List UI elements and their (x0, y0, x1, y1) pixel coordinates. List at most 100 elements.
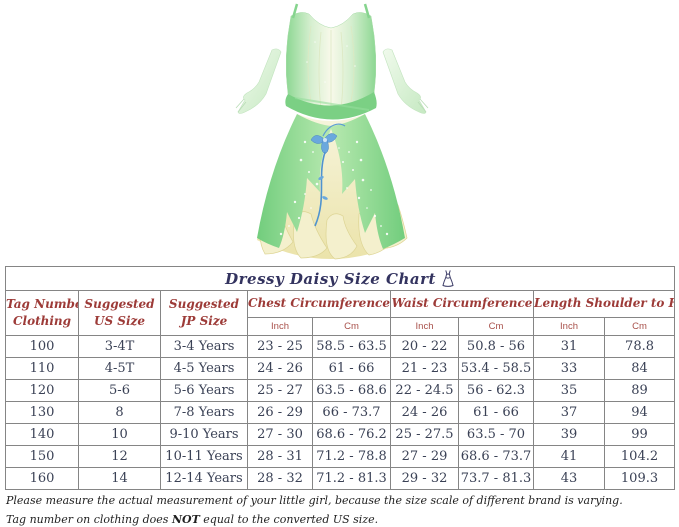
size-cell: 130 (5, 401, 79, 424)
size-cell: 8 (78, 401, 161, 424)
right-glove (382, 48, 429, 114)
size-cell: 33 (533, 357, 605, 380)
size-cell: 110 (5, 357, 79, 380)
flower-decoration (310, 123, 346, 227)
size-cell: 24 - 26 (390, 401, 459, 424)
size-cell: 9-10 Years (160, 423, 248, 446)
size-cell: 29 - 32 (390, 467, 459, 490)
size-cell: 14 (78, 467, 161, 490)
footnote-tag-number: Tag number on clothing does NOT equal to… (6, 511, 623, 527)
overskirt-right (330, 114, 405, 249)
col-header-line: Suggested (84, 296, 155, 311)
size-cell: 20 - 22 (390, 335, 459, 358)
dress-illustration (235, 3, 429, 260)
size-cell: 43 (533, 467, 605, 490)
size-cell: 4-5T (78, 357, 161, 380)
col-header-tag-number: Tag Number on Clothing (5, 290, 79, 336)
footnote-text: Tag number on clothing does (6, 512, 172, 526)
size-cell: 66 - 73.7 (312, 401, 391, 424)
size-cell: 31 (533, 335, 605, 358)
size-cell: 12-14 Years (160, 467, 248, 490)
size-cell: 26 - 29 (247, 401, 313, 424)
unit-header-chest-cm: Cm (312, 317, 391, 336)
size-table-body: 100 3-4T 3-4 Years 23 - 25 58.5 - 63.5 20 - 2… (5, 335, 676, 490)
size-cell: 41 (533, 445, 605, 468)
col-header-line: Clothing (12, 314, 72, 328)
shoulder-straps (291, 3, 371, 19)
waist-sash (285, 92, 377, 120)
size-cell: 120 (5, 379, 79, 402)
size-row: 120 5-6 5-6 Years 25 - 27 63.5 - 68.6 22 - 24… (5, 379, 676, 402)
unit-header-waist-cm: Cm (458, 317, 534, 336)
unit-header-chest-inch: Inch (247, 317, 313, 336)
footnote-text: equal to the converted US size. (199, 512, 379, 526)
overskirt-left (257, 114, 332, 248)
bodice-sparkles (306, 41, 356, 83)
size-cell: 71.2 - 78.8 (312, 445, 391, 468)
size-cell: 27 - 29 (390, 445, 459, 468)
footnote-bold-text: NOT (171, 512, 200, 526)
size-cell: 25 - 27 (247, 379, 313, 402)
size-cell: 84 (603, 357, 676, 380)
size-cell: 5-6 (78, 379, 161, 402)
col-header-line: US Size (94, 314, 145, 328)
size-chart-table: Dressy Daisy Size Chart Tag Number on Cl… (4, 266, 676, 490)
size-cell: 104.2 (603, 445, 676, 468)
col-header-chest: Chest Circumference (247, 290, 391, 318)
size-row: 150 12 10-11 Years 28 - 31 71.2 - 78.8 27 - 2… (5, 445, 676, 468)
size-row: 140 10 9-10 Years 27 - 30 68.6 - 76.2 25 - 27… (5, 423, 676, 446)
dress-photo (235, 3, 429, 260)
size-cell: 3-4T (78, 335, 161, 358)
size-cell: 22 - 24.5 (390, 379, 459, 402)
size-cell: 10 (78, 423, 161, 446)
col-header-length: Length Shoulder to Hem (532, 290, 676, 318)
size-cell: 56 - 62.3 (458, 379, 534, 402)
size-cell: 73.7 - 81.3 (458, 467, 534, 490)
size-cell: 99 (603, 423, 676, 446)
size-cell: 37 (533, 401, 605, 424)
column-header-row: Tag Number on Clothing Suggested US Size… (5, 290, 676, 336)
size-cell: 160 (5, 467, 79, 490)
size-row: 100 3-4T 3-4 Years 23 - 25 58.5 - 63.5 20 - 2… (5, 335, 676, 358)
size-row: 110 4-5T 4-5 Years 24 - 26 61 - 66 21 - 23 53.… (5, 357, 676, 380)
col-header-line: Suggested (168, 296, 240, 311)
size-cell: 12 (78, 445, 161, 468)
chart-title-row: Dressy Daisy Size Chart (4, 266, 676, 291)
size-cell: 35 (533, 379, 605, 402)
size-row: 160 14 12-14 Years 28 - 32 71.2 - 81.3 29 - 3… (5, 467, 676, 490)
size-cell: 71.2 - 81.3 (312, 467, 391, 490)
unit-header-length-inch: Inch (533, 317, 605, 336)
size-cell: 109.3 (603, 467, 676, 490)
col-header-waist: Waist Circumference (390, 290, 534, 318)
size-cell: 3-4 Years (160, 335, 248, 358)
size-cell: 39 (533, 423, 605, 446)
size-cell: 78.8 (603, 335, 676, 358)
size-cell: 27 - 30 (247, 423, 313, 446)
size-cell: 21 - 23 (390, 357, 459, 380)
size-cell: 100 (5, 335, 79, 358)
size-cell: 63.5 - 68.6 (312, 379, 391, 402)
col-header-line: Tag Number on (6, 296, 78, 311)
dress-icon (442, 269, 454, 287)
size-row: 130 8 7-8 Years 26 - 29 66 - 73.7 24 - 26 61 -… (5, 401, 676, 424)
col-header-line: JP Size (180, 314, 228, 328)
size-cell: 50.8 - 56 (458, 335, 534, 358)
unit-header-waist-inch: Inch (390, 317, 459, 336)
size-cell: 68.6 - 76.2 (312, 423, 391, 446)
col-header-us-size: Suggested US Size (78, 290, 161, 336)
size-cell: 25 - 27.5 (390, 423, 459, 446)
size-cell: 28 - 31 (247, 445, 313, 468)
size-cell: 23 - 25 (247, 335, 313, 358)
chart-title-text: Dressy Daisy Size Chart (225, 269, 436, 288)
unit-header-row: Inch Cm Inch Cm Inch Cm (6, 317, 676, 336)
footnotes: Please measure the actual measurement of… (6, 492, 623, 527)
size-cell: 24 - 26 (247, 357, 313, 380)
size-cell: 58.5 - 63.5 (312, 335, 391, 358)
size-cell: 5-6 Years (160, 379, 248, 402)
size-cell: 94 (603, 401, 676, 424)
size-cell: 150 (5, 445, 79, 468)
size-cell: 61 - 66 (312, 357, 391, 380)
footnote-measure: Please measure the actual measurement of… (6, 494, 623, 507)
size-cell: 7-8 Years (160, 401, 248, 424)
unit-header-length-cm: Cm (603, 317, 676, 336)
